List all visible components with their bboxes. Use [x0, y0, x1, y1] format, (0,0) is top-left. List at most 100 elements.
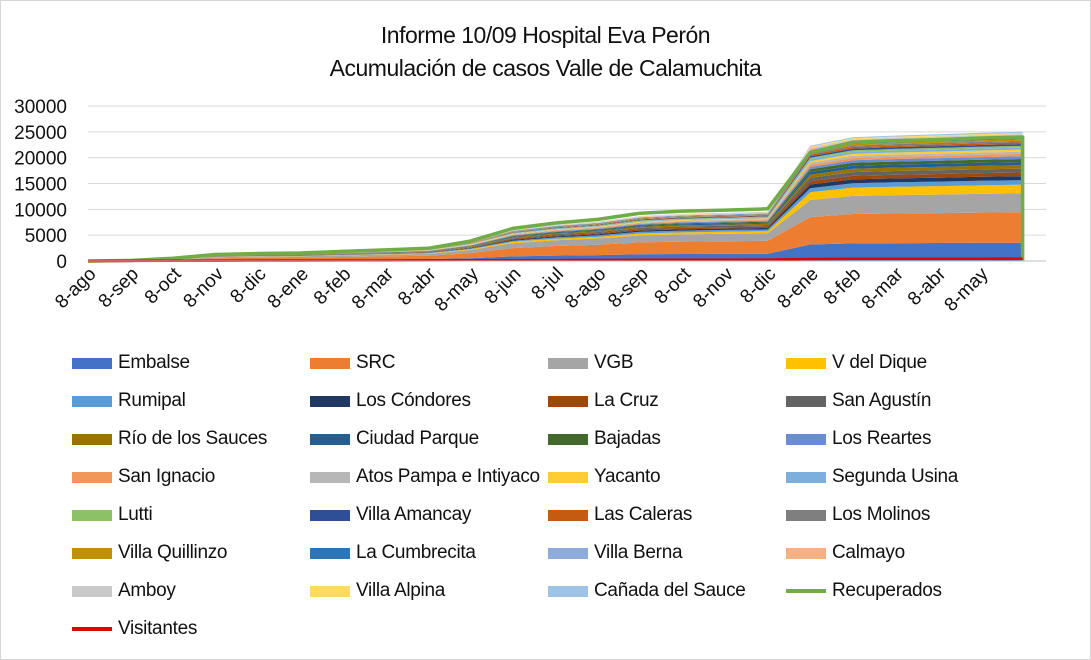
legend-item: San Ignacio: [72, 464, 215, 490]
legend-label: SRC: [356, 352, 396, 373]
legend-label: V del Dique: [832, 352, 927, 373]
legend-label: Embalse: [118, 352, 190, 373]
legend-swatch: [310, 547, 350, 559]
legend-item: V del Dique: [786, 350, 927, 376]
legend-item: Amboy: [72, 578, 176, 604]
legend-swatch: [310, 357, 350, 369]
x-tick-label: 8-ene: [774, 264, 823, 313]
legend-swatch: [310, 395, 350, 407]
legend-item: Bajadas: [548, 426, 661, 452]
legend-swatch: [72, 509, 112, 521]
legend-label: Rumipal: [118, 390, 186, 411]
legend-item: Rumipal: [72, 388, 186, 414]
legend-item: La Cruz: [548, 388, 659, 414]
x-tick-label: 8-dic: [736, 264, 780, 308]
legend-swatch: [72, 547, 112, 559]
legend-item: Villa Berna: [548, 540, 683, 566]
legend-item: Segunda Usina: [786, 464, 958, 490]
legend-item: SRC: [310, 350, 396, 376]
legend-swatch: [72, 585, 112, 597]
legend-label: Cañada del Sauce: [594, 580, 746, 601]
legend-label: La Cruz: [594, 390, 659, 411]
legend-swatch: [72, 433, 112, 445]
x-tick-label: 8-jun: [481, 264, 526, 309]
legend-label: Villa Berna: [594, 542, 683, 563]
legend-label: Amboy: [118, 580, 176, 601]
x-tick-label: 8-may: [941, 263, 994, 316]
legend-label: Yacanto: [594, 466, 661, 487]
legend-item: Cañada del Sauce: [548, 578, 746, 604]
area-v-del-dique: [88, 184, 1023, 261]
legend-label: Bajadas: [594, 428, 661, 449]
x-tick-labels: 8-ago8-sep8-oct8-nov8-dic8-ene8-feb8-mar…: [51, 263, 993, 316]
legend-item: Atos Pampa e Intiyaco: [310, 464, 540, 490]
legend-swatch: [72, 627, 112, 631]
y-tick-label: 20000: [14, 149, 67, 170]
area-embalse: [88, 242, 1023, 261]
legend-item: Embalse: [72, 350, 190, 376]
x-tick-label: 8-feb: [820, 264, 865, 309]
legend-label: Los Molinos: [832, 504, 931, 525]
legend-item: Las Caleras: [548, 502, 692, 528]
legend-swatch: [548, 585, 588, 597]
legend-swatch: [310, 585, 350, 597]
legend-item: Río de los Sauces: [72, 426, 267, 452]
legend-label: Río de los Sauces: [118, 428, 268, 449]
legend-label: Atos Pampa e Intiyaco: [356, 466, 540, 487]
legend-item: Yacanto: [548, 464, 661, 490]
legend-label: La Cumbrecita: [356, 542, 476, 563]
chart-subtitle: Acumulación de casos Valle de Calamuchit…: [329, 55, 762, 81]
legend-swatch: [786, 509, 826, 521]
legend-label: Los Cóndores: [356, 390, 471, 411]
legend-item: Los Reartes: [786, 426, 931, 452]
y-tick-label: 15000: [14, 175, 67, 196]
legend-label: San Agustín: [832, 390, 932, 411]
legend-swatch: [310, 509, 350, 521]
legend-label: Calmayo: [832, 542, 905, 563]
legend-item: La Cumbrecita: [310, 540, 476, 566]
chart-title: Informe 10/09 Hospital Eva Perón: [380, 22, 711, 48]
legend-item: Los Molinos: [786, 502, 930, 528]
legend-swatch: [310, 433, 350, 445]
y-tick-label: 0: [56, 252, 67, 273]
legend-label: Lutti: [118, 504, 153, 525]
legend-label: Los Reartes: [832, 428, 932, 449]
legend-label: Villa Quillinzo: [118, 542, 228, 563]
legend-item: Lutti: [72, 502, 153, 528]
stacked-areas: [88, 131, 1023, 261]
x-tick-label: 8-mar: [348, 263, 398, 313]
legend-item: Villa Quillinzo: [72, 540, 228, 566]
legend-swatch: [72, 395, 112, 407]
x-tick-label: 8-oct: [651, 263, 696, 308]
legend-item: Visitantes: [72, 616, 197, 642]
legend-label: San Ignacio: [118, 466, 216, 487]
legend-item: Ciudad Parque: [310, 426, 479, 452]
legend-item: San Agustín: [786, 388, 931, 414]
x-tick-label: 8-oct: [141, 263, 186, 308]
legend-swatch: [786, 547, 826, 559]
x-tick-label: 8-nov: [180, 263, 229, 312]
legend-swatch: [72, 471, 112, 483]
legend-item: Los Cóndores: [310, 388, 471, 414]
x-tick-label: 8-ago: [561, 264, 610, 313]
x-tick-label: 8-sep: [604, 264, 652, 312]
x-tick-label: 8-dic: [226, 264, 270, 308]
legend-label: Recuperados: [832, 580, 942, 601]
legend-label: Ciudad Parque: [356, 428, 479, 449]
y-tick-label: 30000: [14, 97, 67, 118]
legend-swatch: [786, 471, 826, 483]
area-src: [88, 212, 1023, 261]
legend-swatch: [786, 589, 826, 593]
legend-item: Calmayo: [786, 540, 905, 566]
legend-label: Las Caleras: [594, 504, 693, 525]
y-tick-label: 25000: [14, 123, 67, 144]
x-tick-label: 8-may: [431, 263, 484, 316]
legend-label: Visitantes: [118, 618, 198, 639]
legend-item: Villa Amancay: [310, 502, 471, 528]
legend-label: Villa Amancay: [356, 504, 472, 525]
x-tick-label: 8-nov: [689, 263, 738, 312]
legend-swatch: [548, 471, 588, 483]
legend-swatch: [548, 395, 588, 407]
x-tick-label: 8-ene: [264, 264, 313, 313]
